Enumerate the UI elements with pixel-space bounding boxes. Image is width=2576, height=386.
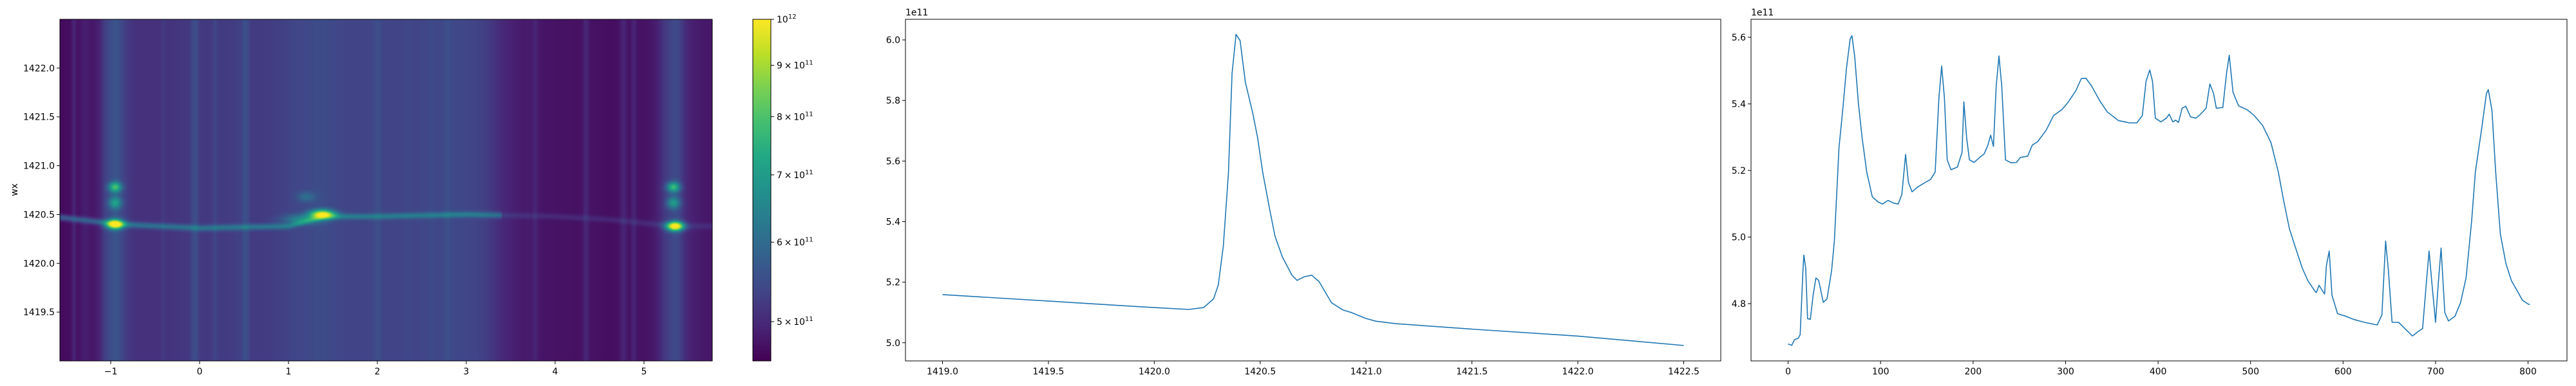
heatmap-axes: wx −1 0 1 2 3 4 5 1419.5 1420.0 1420.5 1421.0 1421.…	[10, 19, 713, 377]
colorbar-gradient	[752, 19, 772, 362]
colorbar-tick-label: 6 × 1011	[777, 236, 813, 248]
y-tick-label: 5.6	[886, 156, 900, 167]
y-tick-label: 6.0	[886, 35, 900, 46]
x-tick-label: 1419.5	[1032, 367, 1064, 377]
y-tick-label: 4.8	[1732, 299, 1746, 309]
colorbar-tick-label: 7 × 1011	[777, 169, 813, 181]
y-tick-label: 5.6	[1732, 33, 1746, 43]
colorbar-tick-label: 1012	[777, 14, 797, 25]
x-tick-label: 400	[2150, 367, 2167, 377]
profile-line-axes: 1e11 0 100 200 300 400 500 600 700 800 4.8 5.0 5.2 5…	[1732, 8, 2568, 377]
x-tick-label: 1422.5	[1668, 367, 1700, 377]
x-tick-label: −1	[104, 367, 118, 377]
y-tick-label: 5.0	[886, 338, 900, 349]
x-tick-label: 700	[2427, 367, 2445, 377]
x-tick-label: 100	[1872, 367, 1889, 377]
y-tick-label: 5.2	[886, 278, 900, 288]
y-tick-label: 5.2	[1732, 166, 1746, 176]
colorbar: 1012 9 × 1011 8 × 1011 7 × 1011 6 × 1011 5 × …	[752, 14, 813, 362]
x-tick-label: 5	[641, 367, 647, 377]
x-tick-label: 3	[464, 367, 469, 377]
heatmap-ylabel: wx	[10, 183, 20, 196]
x-tick-label: 300	[2057, 367, 2074, 377]
offset-text: 1e11	[905, 8, 928, 18]
y-tick-label: 1420.0	[23, 259, 55, 269]
x-tick-label: 0	[1785, 367, 1791, 377]
x-tick-label: 2	[375, 367, 381, 377]
x-tick-label: 1	[286, 367, 292, 377]
x-tick-label: 1419.0	[927, 367, 958, 377]
y-tick-label: 1421.0	[23, 161, 55, 172]
x-tick-label: 1420.5	[1244, 367, 1276, 377]
x-tick-label: 600	[2334, 367, 2352, 377]
y-tick-label: 1419.5	[23, 308, 55, 318]
heatmap-image	[60, 19, 712, 361]
x-tick-label: 0	[196, 367, 202, 377]
axes-frame	[905, 19, 1721, 362]
x-tick-label: 1420.0	[1139, 367, 1170, 377]
x-tick-label: 1421.0	[1350, 367, 1382, 377]
y-tick-label: 5.4	[886, 217, 900, 227]
y-tick-label: 1421.5	[23, 113, 55, 123]
x-tick-label: 1422.0	[1562, 367, 1594, 377]
x-tick-label: 800	[2519, 367, 2537, 377]
axes-frame	[59, 19, 713, 362]
x-tick-label: 200	[1964, 367, 1982, 377]
axes-frame	[1750, 19, 2568, 362]
y-tick-label: 5.0	[1732, 232, 1746, 243]
colorbar-tick-label: 5 × 1011	[777, 316, 813, 327]
x-tick-label: 500	[2242, 367, 2259, 377]
colorbar-tick-label: 8 × 1011	[777, 111, 813, 122]
series-line	[942, 33, 1684, 346]
colorbar-tick-label: 9 × 1011	[777, 59, 813, 71]
y-tick-label: 1420.5	[23, 210, 55, 220]
x-tick-label: 4	[553, 367, 558, 377]
offset-text: 1e11	[1751, 8, 1774, 18]
x-tick-label: 1421.5	[1456, 367, 1488, 377]
y-tick-label: 5.8	[886, 96, 900, 106]
y-tick-label: 5.4	[1732, 99, 1746, 109]
series-line	[1788, 35, 2530, 346]
y-tick-label: 1422.0	[23, 64, 55, 74]
spectrum-line-axes: 1e11 1419.0 1419.5 1420.0 1420.5 1421.0 1421.…	[886, 8, 1721, 377]
